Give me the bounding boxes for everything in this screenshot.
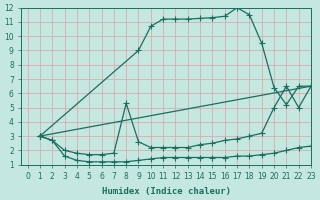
X-axis label: Humidex (Indice chaleur): Humidex (Indice chaleur) xyxy=(102,187,231,196)
